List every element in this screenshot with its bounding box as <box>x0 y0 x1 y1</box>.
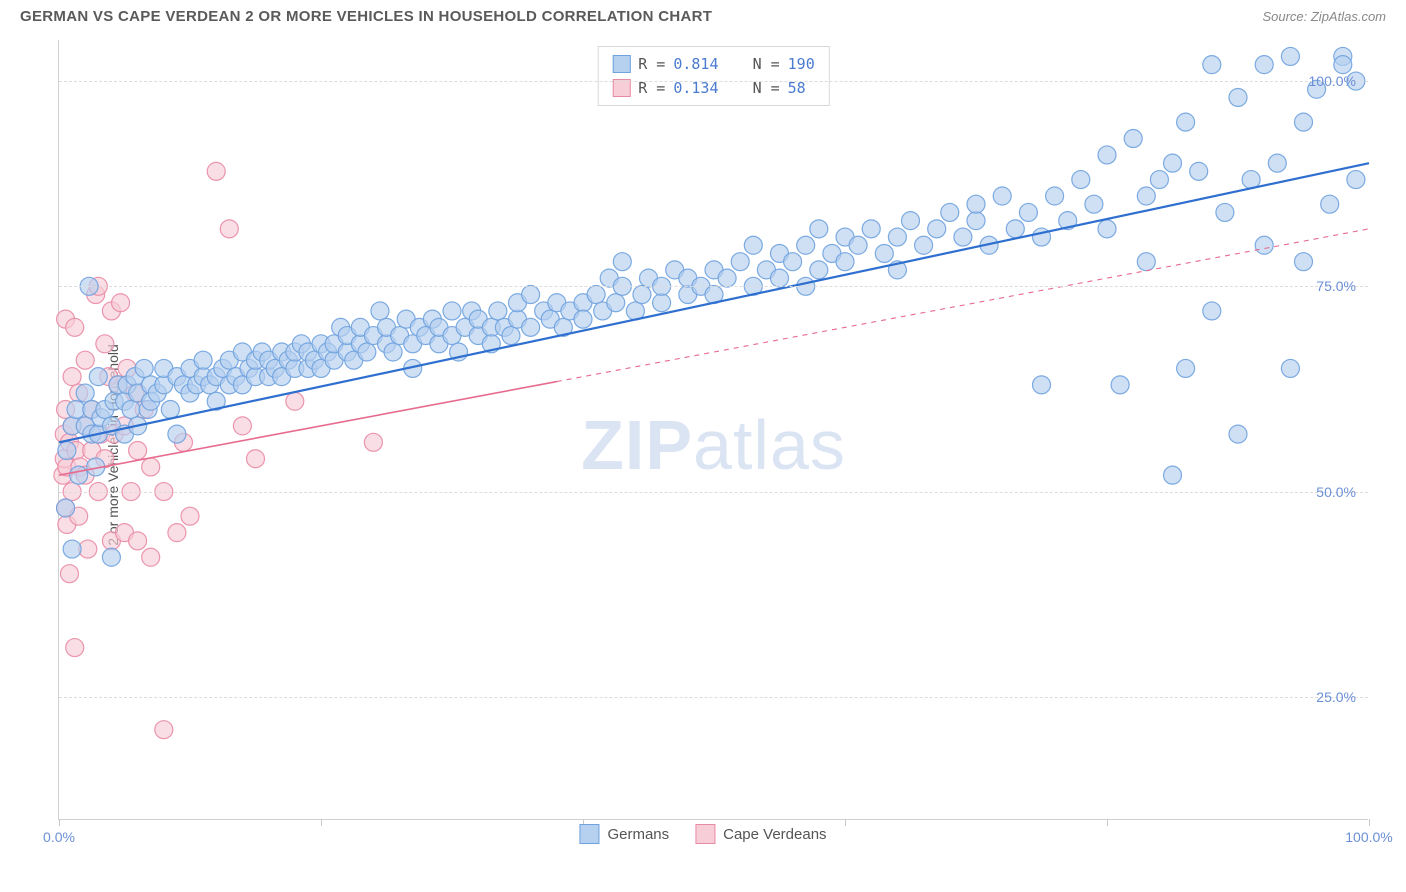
legend-swatch-germans <box>579 824 599 844</box>
stats-row-capeverdeans: R = 0.134 N = 58 <box>612 76 815 100</box>
legend-item-germans: Germans <box>579 824 669 844</box>
y-tick-label: 100.0% <box>1309 73 1356 89</box>
y-tick-label: 25.0% <box>1316 689 1356 705</box>
stats-row-germans: R = 0.814 N = 190 <box>612 52 815 76</box>
y-tick-label: 75.0% <box>1316 278 1356 294</box>
bottom-legend: Germans Cape Verdeans <box>579 824 826 844</box>
swatch-germans <box>612 55 630 73</box>
chart-svg <box>59 40 1369 820</box>
y-tick-label: 50.0% <box>1316 484 1356 500</box>
chart-container: 2 or more Vehicles in Household ZIPatlas… <box>20 40 1386 850</box>
chart-title: GERMAN VS CAPE VERDEAN 2 OR MORE VEHICLE… <box>20 8 712 25</box>
legend-item-capeverdeans: Cape Verdeans <box>695 824 826 844</box>
source-label: Source: ZipAtlas.com <box>1262 9 1386 24</box>
stats-legend: R = 0.814 N = 190 R = 0.134 N = 58 <box>597 46 830 106</box>
legend-swatch-capeverdeans <box>695 824 715 844</box>
x-tick-label: 100.0% <box>1345 829 1392 845</box>
x-tick-label: 0.0% <box>43 829 75 845</box>
plot-area: ZIPatlas R = 0.814 N = 190 R = 0.134 N =… <box>58 40 1368 820</box>
